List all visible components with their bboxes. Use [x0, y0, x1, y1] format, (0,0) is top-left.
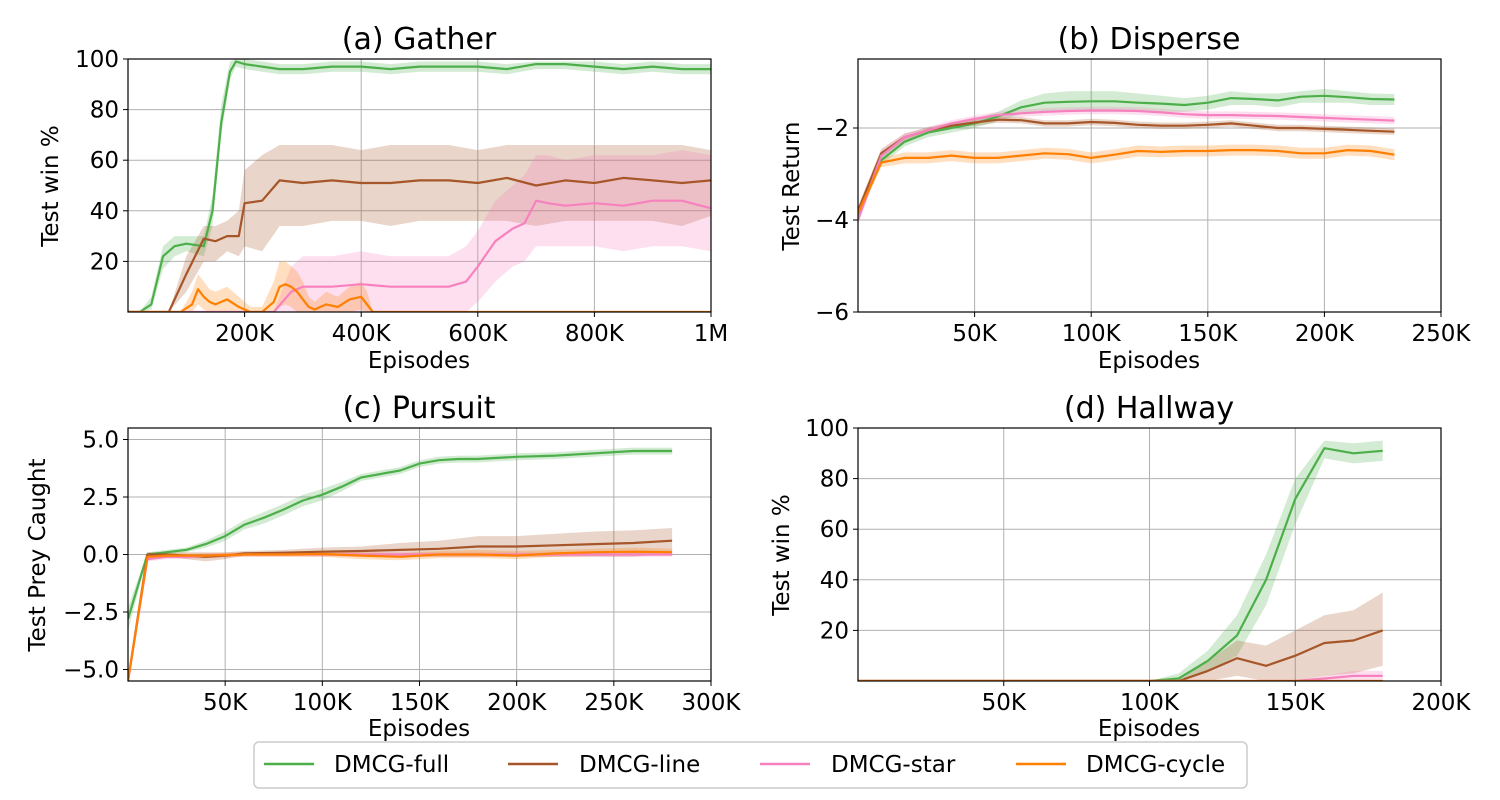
series-line-dmcg-line	[128, 539, 673, 681]
y-tick-label: 5.0	[82, 428, 119, 454]
y-tick-label: 60	[820, 517, 849, 543]
x-tick-label: 100K	[293, 690, 353, 716]
y-tick-label: 80	[90, 98, 119, 124]
legend: DMCG-full DMCG-line DMCG-star DMCG-cycle	[253, 741, 1248, 789]
x-tick-label: 400K	[332, 321, 392, 347]
x-tick-label: 100K	[1120, 690, 1180, 716]
panel-gather: (a) Gather Episodes Test win % 200K 400K 6…	[38, 22, 728, 374]
band-dmcg-star	[128, 150, 711, 312]
legend-label: DMCG-star	[831, 752, 956, 778]
series-line-dmcg-full	[858, 94, 1395, 216]
y-tick-label: 100	[75, 47, 119, 73]
x-tick-label: 150K	[1266, 690, 1326, 716]
panel-disperse-title: (b) Disperse	[1058, 22, 1241, 57]
panel-hallway: (d) Hallway Episodes Test win % 50K 100K 1…	[769, 391, 1471, 742]
panel-pursuit-xlabel: Episodes	[368, 716, 470, 742]
y-tick-label: 100	[805, 416, 849, 442]
panel-hallway-plot: 50K 100K 150K 200K 20 40 60 80 100	[805, 416, 1471, 716]
y-tick-label: −2.5	[63, 600, 119, 626]
x-tick-label: 600K	[448, 321, 508, 347]
band-dmcg-cycle	[128, 547, 673, 681]
series-line-dmcg-full	[858, 447, 1383, 681]
series-layer	[858, 440, 1384, 681]
series-line-dmcg-star	[128, 553, 673, 681]
legend-entry-cycle: DMCG-cycle	[1016, 752, 1225, 778]
x-tick-label: 1M	[694, 321, 728, 347]
panel-gather-xlabel: Episodes	[368, 348, 470, 374]
panel-gather-ylabel: Test win %	[38, 125, 64, 248]
panel-gather-plot: 200K 400K 600K 800K 1M 20 40 60 80 100	[75, 47, 728, 347]
y-tick-label: 80	[820, 467, 849, 493]
axes-frame	[127, 58, 712, 313]
panel-gather-title: (a) Gather	[342, 22, 497, 57]
x-tick-label: 150K	[1178, 321, 1238, 347]
legend-entry-line: DMCG-line	[508, 752, 700, 778]
legend-entry-star: DMCG-star	[760, 752, 956, 778]
series-line-dmcg-cycle	[858, 149, 1395, 214]
panel-disperse: (b) Disperse Episodes Test Return 50K 100…	[779, 22, 1471, 374]
series-line-dmcg-cycle	[128, 283, 711, 312]
series-line-dmcg-line	[858, 629, 1384, 681]
x-tick-label: 200K	[1412, 690, 1472, 716]
x-tick-label: 50K	[982, 690, 1027, 716]
panel-disperse-plot: 50K 100K 150K 200K 250K −6 −4 −2	[815, 58, 1472, 347]
legend-entry-full: DMCG-full	[264, 752, 449, 778]
x-tick-label: 800K	[565, 321, 625, 347]
x-tick-label: 100K	[1062, 321, 1122, 347]
legend-label: DMCG-line	[579, 752, 700, 778]
y-tick-label: 40	[90, 199, 119, 225]
panel-disperse-xlabel: Episodes	[1098, 348, 1200, 374]
panel-disperse-ylabel: Test Return	[779, 122, 805, 252]
band-dmcg-cycle	[858, 144, 1395, 218]
series-line-dmcg-star	[858, 674, 1383, 681]
x-tick-label: 200K	[487, 690, 547, 716]
y-tick-label: 2.5	[82, 485, 119, 511]
x-tick-label: 200K	[1295, 321, 1355, 347]
legend-label: DMCG-full	[334, 752, 449, 778]
x-tick-label: 300K	[682, 690, 742, 716]
series-line-dmcg-line	[858, 118, 1395, 212]
series-line-dmcg-cycle	[128, 550, 673, 681]
panel-hallway-title: (d) Hallway	[1064, 391, 1234, 426]
x-tick-label: 200K	[215, 321, 275, 347]
x-tick-label: 250K	[584, 690, 644, 716]
y-tick-label: 20	[90, 249, 119, 275]
series-layer	[128, 447, 673, 681]
panel-pursuit-plot: 50K 100K 150K 200K 250K 300K −5.0 −2.5 0.0 2.5 5.0	[63, 427, 742, 716]
legend-frame	[253, 741, 1248, 789]
x-tick-label: 50K	[203, 690, 248, 716]
y-tick-label: −5.0	[63, 658, 119, 684]
panel-pursuit-title: (c) Pursuit	[342, 391, 495, 426]
band-dmcg-full	[858, 440, 1383, 681]
series-line-dmcg-full	[128, 449, 673, 620]
band-dmcg-full	[858, 88, 1395, 221]
y-tick-label: 60	[90, 148, 119, 174]
panel-hallway-ylabel: Test win %	[769, 494, 795, 617]
y-tick-label: −2	[815, 116, 849, 142]
panel-pursuit: (c) Pursuit Episodes Test Prey Caught 50…	[25, 391, 741, 742]
series-line-dmcg-line	[128, 176, 711, 312]
band-dmcg-line	[858, 592, 1383, 681]
band-dmcg-star	[128, 552, 673, 681]
series-line-dmcg-star	[128, 199, 711, 312]
y-tick-label: 40	[820, 568, 849, 594]
y-tick-label: 0.0	[82, 543, 119, 569]
series-line-dmcg-star	[858, 109, 1395, 221]
panel-pursuit-ylabel: Test Prey Caught	[25, 458, 51, 652]
y-tick-label: −4	[815, 208, 849, 234]
series-layer	[858, 88, 1395, 225]
axes-frame	[857, 58, 1442, 313]
legend-label: DMCG-cycle	[1086, 752, 1225, 778]
series-layer	[128, 59, 711, 312]
band-dmcg-line	[858, 116, 1395, 216]
y-tick-label: 20	[820, 618, 849, 644]
x-tick-label: 150K	[390, 690, 450, 716]
panel-hallway-xlabel: Episodes	[1098, 716, 1200, 742]
x-tick-label: 250K	[1412, 321, 1472, 347]
y-tick-label: −6	[815, 300, 849, 326]
x-tick-label: 50K	[952, 321, 997, 347]
series-line-dmcg-full	[128, 60, 711, 312]
